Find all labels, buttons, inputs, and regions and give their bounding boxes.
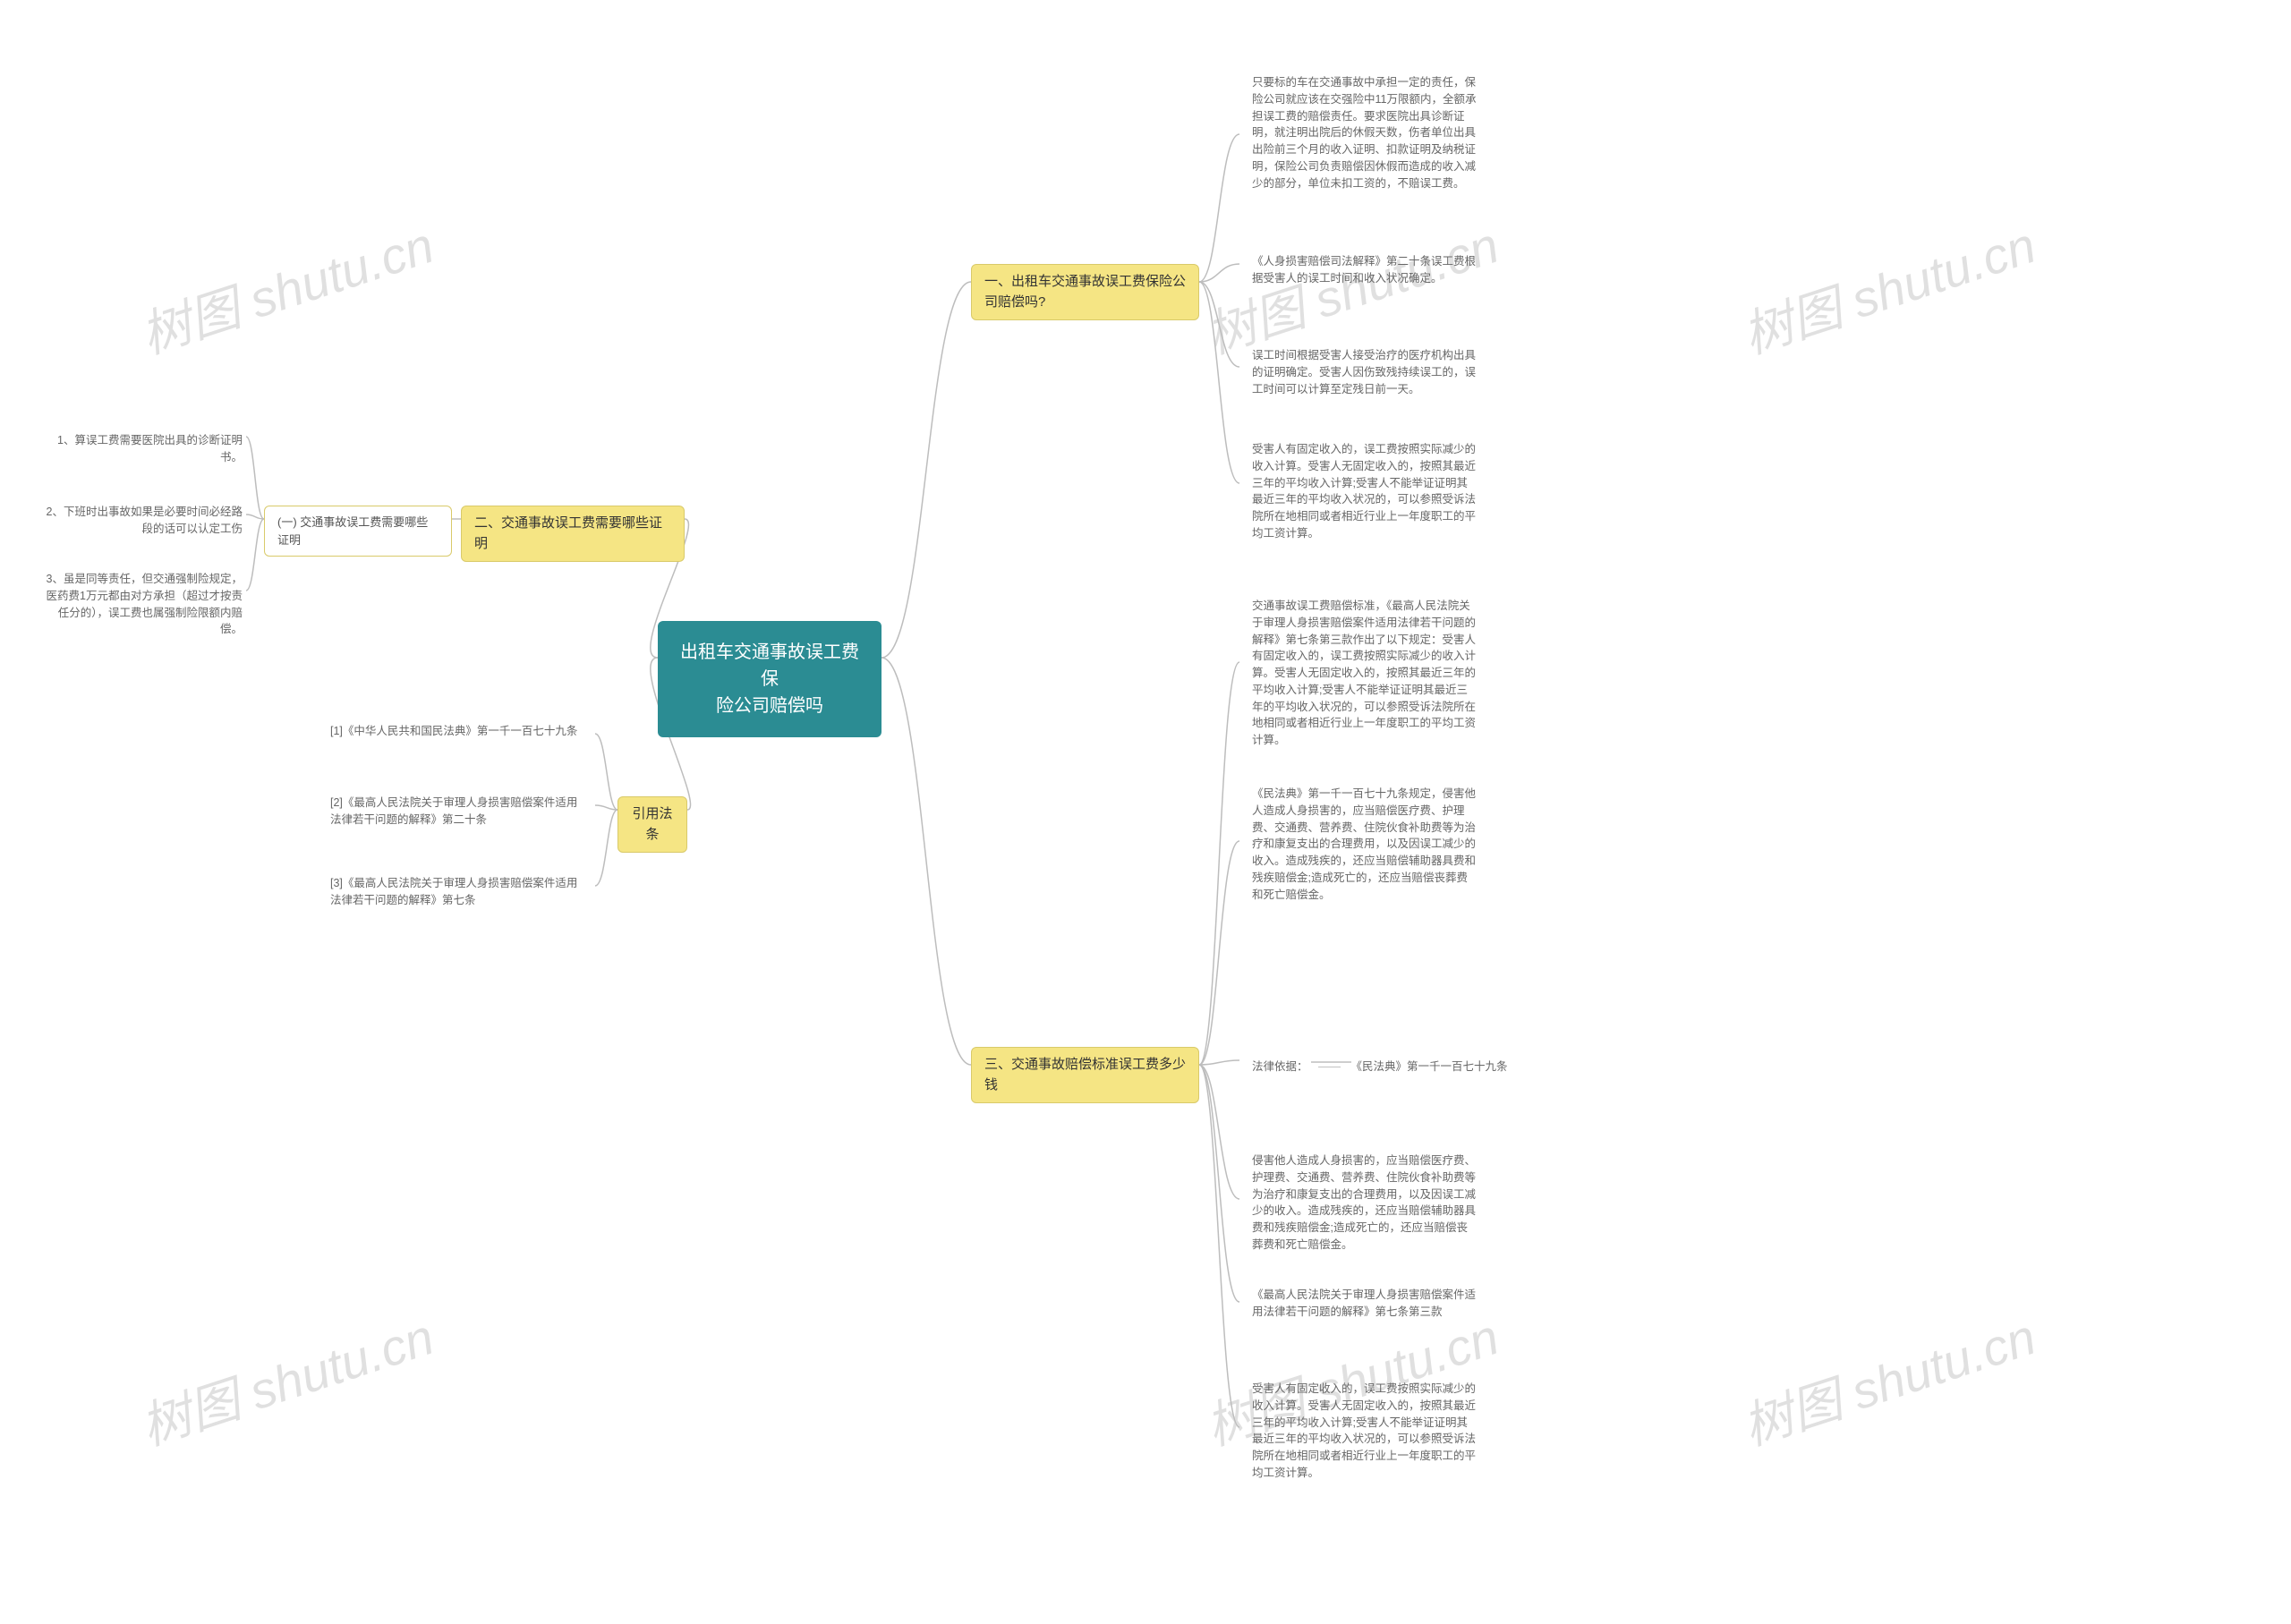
branch-1-l2: 司赔偿吗? bbox=[984, 293, 1186, 313]
b1-leaf-1: 《人身损害赔偿司法解释》第二十条误工费根据受害人的误工时间和收入状况确定。 bbox=[1239, 246, 1490, 294]
branch-1: 一、出租车交通事故误工费保险公 司赔偿吗? bbox=[971, 264, 1199, 320]
b3-leaf-0: 交通事故误工费赔偿标准，《最高人民法院关于审理人身损害赔偿案件适用法律若干问题的… bbox=[1239, 591, 1490, 756]
watermark: 树图 shutu.cn bbox=[131, 1297, 442, 1460]
branch-3: 三、交通事故赔偿标准误工费多少 钱 bbox=[971, 1047, 1199, 1103]
root-node: 出租车交通事故误工费保 险公司赔偿吗 bbox=[658, 621, 881, 737]
b3-law-link: 《民法典》第一千一百七十九条 bbox=[1350, 1060, 1507, 1073]
branch-3-l2: 钱 bbox=[984, 1076, 1186, 1096]
watermark: 树图 shutu.cn bbox=[131, 206, 442, 369]
b3-law: 法律依据： —— 《民法典》第一千一百七十九条 bbox=[1239, 1051, 1520, 1083]
b2-leaf-0: 1、算误工费需要医院出具的诊断证明书。 bbox=[27, 425, 255, 473]
watermark: 树图 shutu.cn bbox=[1733, 1297, 2044, 1460]
law-leaf-0: [1]《中华人民共和国民法典》第一千一百七十九条 bbox=[318, 716, 590, 747]
law-leaf-1: [2]《最高人民法院关于审理人身损害赔偿案件适用法律若干问题的解释》第二十条 bbox=[318, 787, 595, 836]
branch-3-l1: 三、交通事故赔偿标准误工费多少 bbox=[984, 1055, 1186, 1076]
b3-leaf-3: 《最高人民法院关于审理人身损害赔偿案件适用法律若干问题的解释》第七条第三款 bbox=[1239, 1280, 1490, 1328]
root-line1: 出租车交通事故误工费保 bbox=[677, 639, 862, 693]
branch-2: 二、交通事故误工费需要哪些证明 bbox=[461, 506, 685, 562]
b2-leaf-1: 2、下班时出事故如果是必要时间必经路段的话可以认定工伤 bbox=[27, 497, 255, 545]
branch-law: 引用法条 bbox=[617, 796, 687, 853]
branch-2-sub: (一) 交通事故误工费需要哪些证明 bbox=[264, 506, 452, 557]
root-line2: 险公司赔偿吗 bbox=[677, 693, 862, 719]
b3-leaf-4: 受害人有固定收入的，误工费按照实际减少的收入计算。受害人无固定收入的，按照其最近… bbox=[1239, 1373, 1490, 1489]
b2-leaf-2: 3、虽是同等责任，但交通强制险规定，医药费1万元都由对方承担（超过才按责任分的）… bbox=[27, 564, 255, 645]
branch-1-l1: 一、出租车交通事故误工费保险公 bbox=[984, 272, 1186, 293]
watermark: 树图 shutu.cn bbox=[1733, 206, 2044, 369]
dash-icon: —— bbox=[1318, 1060, 1341, 1073]
b1-leaf-3: 受害人有固定收入的，误工费按照实际减少的收入计算。受害人无固定收入的，按照其最近… bbox=[1239, 434, 1490, 549]
law-leaf-2: [3]《最高人民法院关于审理人身损害赔偿案件适用法律若干问题的解释》第七条 bbox=[318, 868, 595, 916]
b3-leaf-1: 《民法典》第一千一百七十九条规定，侵害他人造成人身损害的，应当赔偿医疗费、护理费… bbox=[1239, 778, 1490, 910]
b3-leaf-2: 侵害他人造成人身损害的，应当赔偿医疗费、护理费、交通费、营养费、住院伙食补助费等… bbox=[1239, 1145, 1490, 1261]
b3-law-label: 法律依据： bbox=[1252, 1060, 1308, 1073]
b1-leaf-2: 误工时间根据受害人接受治疗的医疗机构出具的证明确定。受害人因伤致残持续误工的，误… bbox=[1239, 340, 1490, 404]
b1-leaf-0: 只要标的车在交通事故中承担一定的责任，保险公司就应该在交强险中11万限额内，全额… bbox=[1239, 67, 1490, 199]
